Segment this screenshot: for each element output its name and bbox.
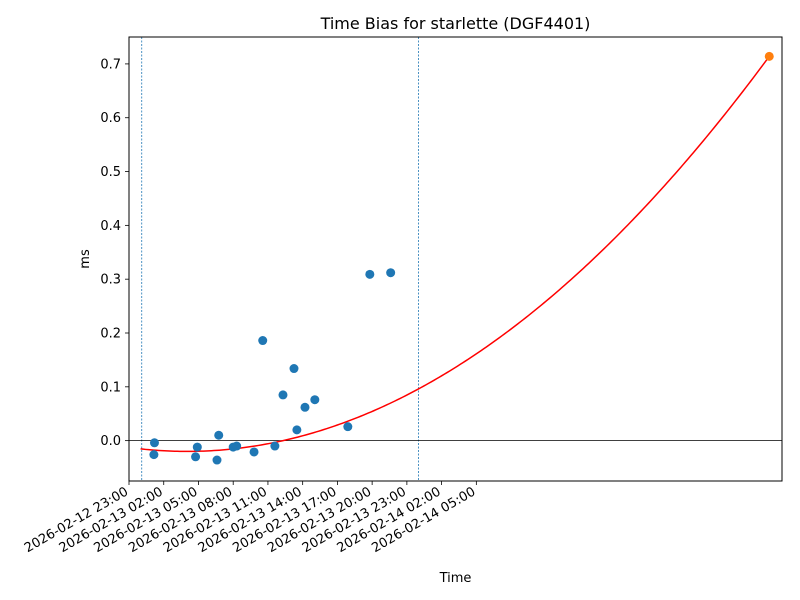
data-point-11: [278, 390, 288, 400]
fit-curve: [140, 55, 770, 453]
data-point-8: [249, 447, 259, 457]
data-point-1: [149, 438, 159, 448]
data-point-5: [214, 430, 224, 440]
data-point-7: [232, 441, 242, 451]
y-tick-label-3: 0.3: [100, 273, 121, 288]
y-tick-label-6: 0.6: [100, 111, 121, 126]
y-tick-label-4: 0.4: [100, 219, 121, 234]
data-point-4: [212, 455, 222, 465]
data-point-17: [365, 269, 375, 279]
plot-frame: [128, 36, 783, 482]
y-tick-label-0: 0.0: [100, 434, 121, 449]
data-point-9: [258, 336, 268, 346]
y-axis-ticks: 0.0 0.1 0.2 0.3 0.4 0.5 0.6 0.7: [100, 57, 129, 449]
plot-area: [129, 37, 782, 481]
x-axis-label: Time: [439, 571, 472, 586]
data-point-12: [289, 364, 299, 374]
data-point-16: [343, 422, 353, 432]
data-point-14: [300, 402, 310, 412]
data-point-10: [270, 441, 280, 451]
y-tick-label-2: 0.2: [100, 327, 121, 342]
data-points: [149, 268, 396, 465]
prediction-points: [764, 51, 774, 61]
data-point-3: [192, 442, 202, 452]
data-point-18: [386, 268, 396, 278]
chart-title: Time Bias for starlette (DGF4401): [320, 14, 591, 33]
fit-curve-group: [140, 55, 770, 453]
data-point-0: [149, 450, 159, 460]
y-tick-label-7: 0.7: [100, 57, 121, 72]
prediction-point-0: [764, 51, 774, 61]
data-point-13: [292, 425, 302, 435]
y-axis-label: ms: [78, 249, 93, 269]
data-point-2: [191, 452, 201, 462]
vertical-lines: [141, 37, 419, 481]
y-tick-label-1: 0.1: [100, 380, 121, 395]
data-point-15: [310, 395, 320, 405]
y-tick-label-5: 0.5: [100, 165, 121, 180]
